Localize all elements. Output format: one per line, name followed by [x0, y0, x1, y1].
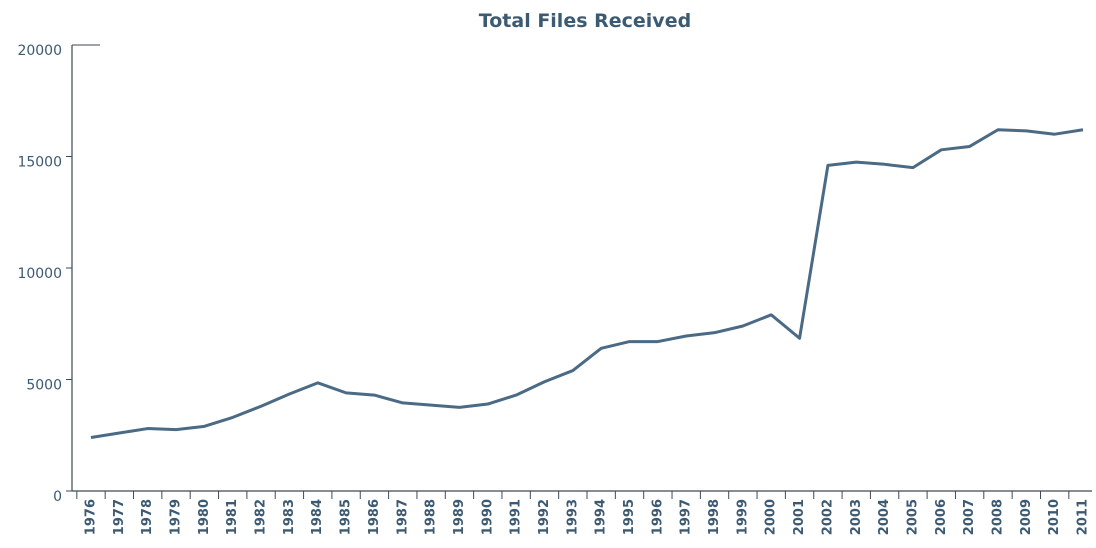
chart-title: Total Files Received — [479, 10, 691, 32]
x-tick-label: 1988 — [424, 499, 439, 535]
x-tick-label: 1995 — [622, 499, 637, 535]
x-tick-label: 2008 — [990, 499, 1005, 535]
x-tick-label: 1986 — [367, 499, 382, 535]
x-tick-label: 2001 — [792, 499, 807, 535]
y-tick-label: 15000 — [17, 155, 62, 171]
x-tick-label: 1989 — [452, 499, 467, 535]
y-tick-label: 20000 — [17, 43, 62, 59]
x-tick-label: 1992 — [537, 499, 552, 535]
x-tick-label: 1976 — [84, 499, 99, 535]
x-tick-label: 1999 — [735, 499, 750, 535]
x-tick-label: 2005 — [905, 499, 920, 535]
x-tick-label: 1991 — [509, 499, 524, 535]
x-tick-label: 2009 — [1019, 499, 1034, 535]
x-tick-label: 1987 — [395, 499, 410, 535]
x-tick-label: 2006 — [934, 499, 949, 535]
x-tick-label: 1980 — [197, 499, 212, 535]
data-line — [90, 128, 1084, 439]
x-tick-label: 1977 — [112, 499, 127, 535]
x-tick-label: 2010 — [1047, 499, 1062, 535]
x-tick-label: 1984 — [310, 499, 325, 535]
x-tick-label: 2000 — [764, 499, 779, 535]
y-tick-label: 5000 — [26, 378, 62, 394]
x-tick-label: 2007 — [962, 499, 977, 535]
x-tick-label: 1981 — [225, 499, 240, 535]
x-tick-label: 2004 — [877, 499, 892, 535]
x-tick-label: 1997 — [679, 499, 694, 535]
y-tick-label: 10000 — [17, 266, 62, 282]
x-tick-label: 2003 — [849, 499, 864, 535]
x-tick-label: 1982 — [254, 499, 269, 535]
x-tick-label: 2002 — [820, 499, 835, 535]
x-tick-label: 1983 — [282, 499, 297, 535]
y-tick-label: 0 — [53, 489, 62, 505]
x-tick-label: 1993 — [565, 499, 580, 535]
x-tick-label: 1994 — [594, 499, 609, 535]
x-tick-label: 1990 — [480, 499, 495, 535]
x-tick-label: 1996 — [650, 499, 665, 535]
x-tick-label: 1985 — [339, 499, 354, 535]
x-tick-label: 1979 — [169, 499, 184, 535]
x-tick-label: 2011 — [1076, 499, 1091, 535]
x-tick-label: 1978 — [140, 499, 155, 535]
x-tick-label: 1998 — [707, 499, 722, 535]
